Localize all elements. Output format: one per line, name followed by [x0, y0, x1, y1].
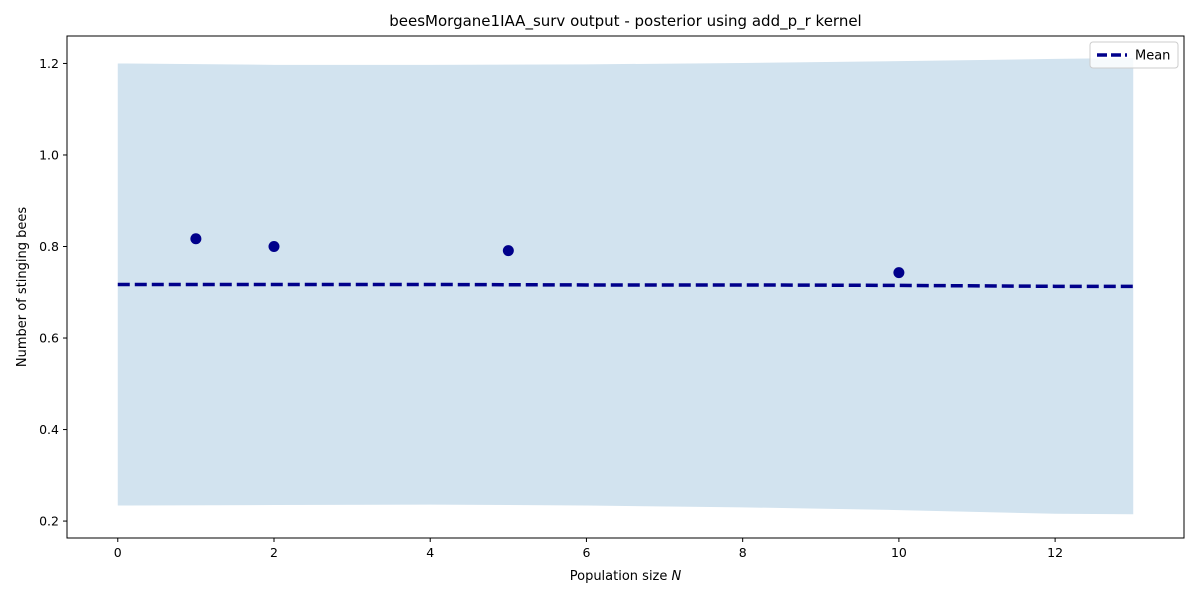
x-tick-label: 0 [114, 545, 122, 560]
y-axis-label: Number of stinging bees [15, 207, 30, 367]
y-tick-label: 1.2 [39, 56, 59, 71]
x-tick-label: 4 [426, 545, 434, 560]
legend-mean-label: Mean [1135, 49, 1170, 64]
x-axis-label: Population size N [570, 569, 682, 584]
chart-title: beesMorgane1IAA_surv output - posterior … [389, 12, 861, 31]
data-point [502, 245, 514, 257]
y-tick-label: 0.8 [39, 239, 59, 254]
x-tick-label: 6 [582, 545, 590, 560]
y-tick-label: 0.4 [39, 422, 59, 437]
y-tick-label: 1.0 [39, 147, 59, 162]
x-tick-label: 12 [1047, 545, 1063, 560]
x-tick-label: 2 [270, 545, 278, 560]
y-tick-label: 0.6 [39, 331, 59, 346]
confidence-band [117, 57, 1134, 515]
axes-frame [66, 35, 1185, 539]
data-point [268, 241, 280, 253]
data-point [190, 233, 202, 245]
data-points-layer [190, 233, 905, 279]
x-axis-label-text: Population size [570, 569, 672, 584]
x-tick-label: 8 [739, 545, 747, 560]
legend-box [1089, 41, 1179, 69]
confidence-band-layer [117, 57, 1134, 515]
mean-line [117, 282, 1134, 289]
x-axis-label-variable: N [672, 569, 682, 584]
x-tick-label: 10 [891, 545, 907, 560]
y-axis-ticks: 0.2 0.4 0.6 0.8 1.0 1.2 [39, 56, 67, 529]
y-tick-label: 0.2 [39, 514, 59, 529]
mean-line-layer [117, 282, 1134, 289]
data-point [893, 267, 905, 279]
legend: Mean [1089, 41, 1179, 69]
x-axis-ticks: 0 2 4 6 8 10 12 [114, 538, 1063, 560]
